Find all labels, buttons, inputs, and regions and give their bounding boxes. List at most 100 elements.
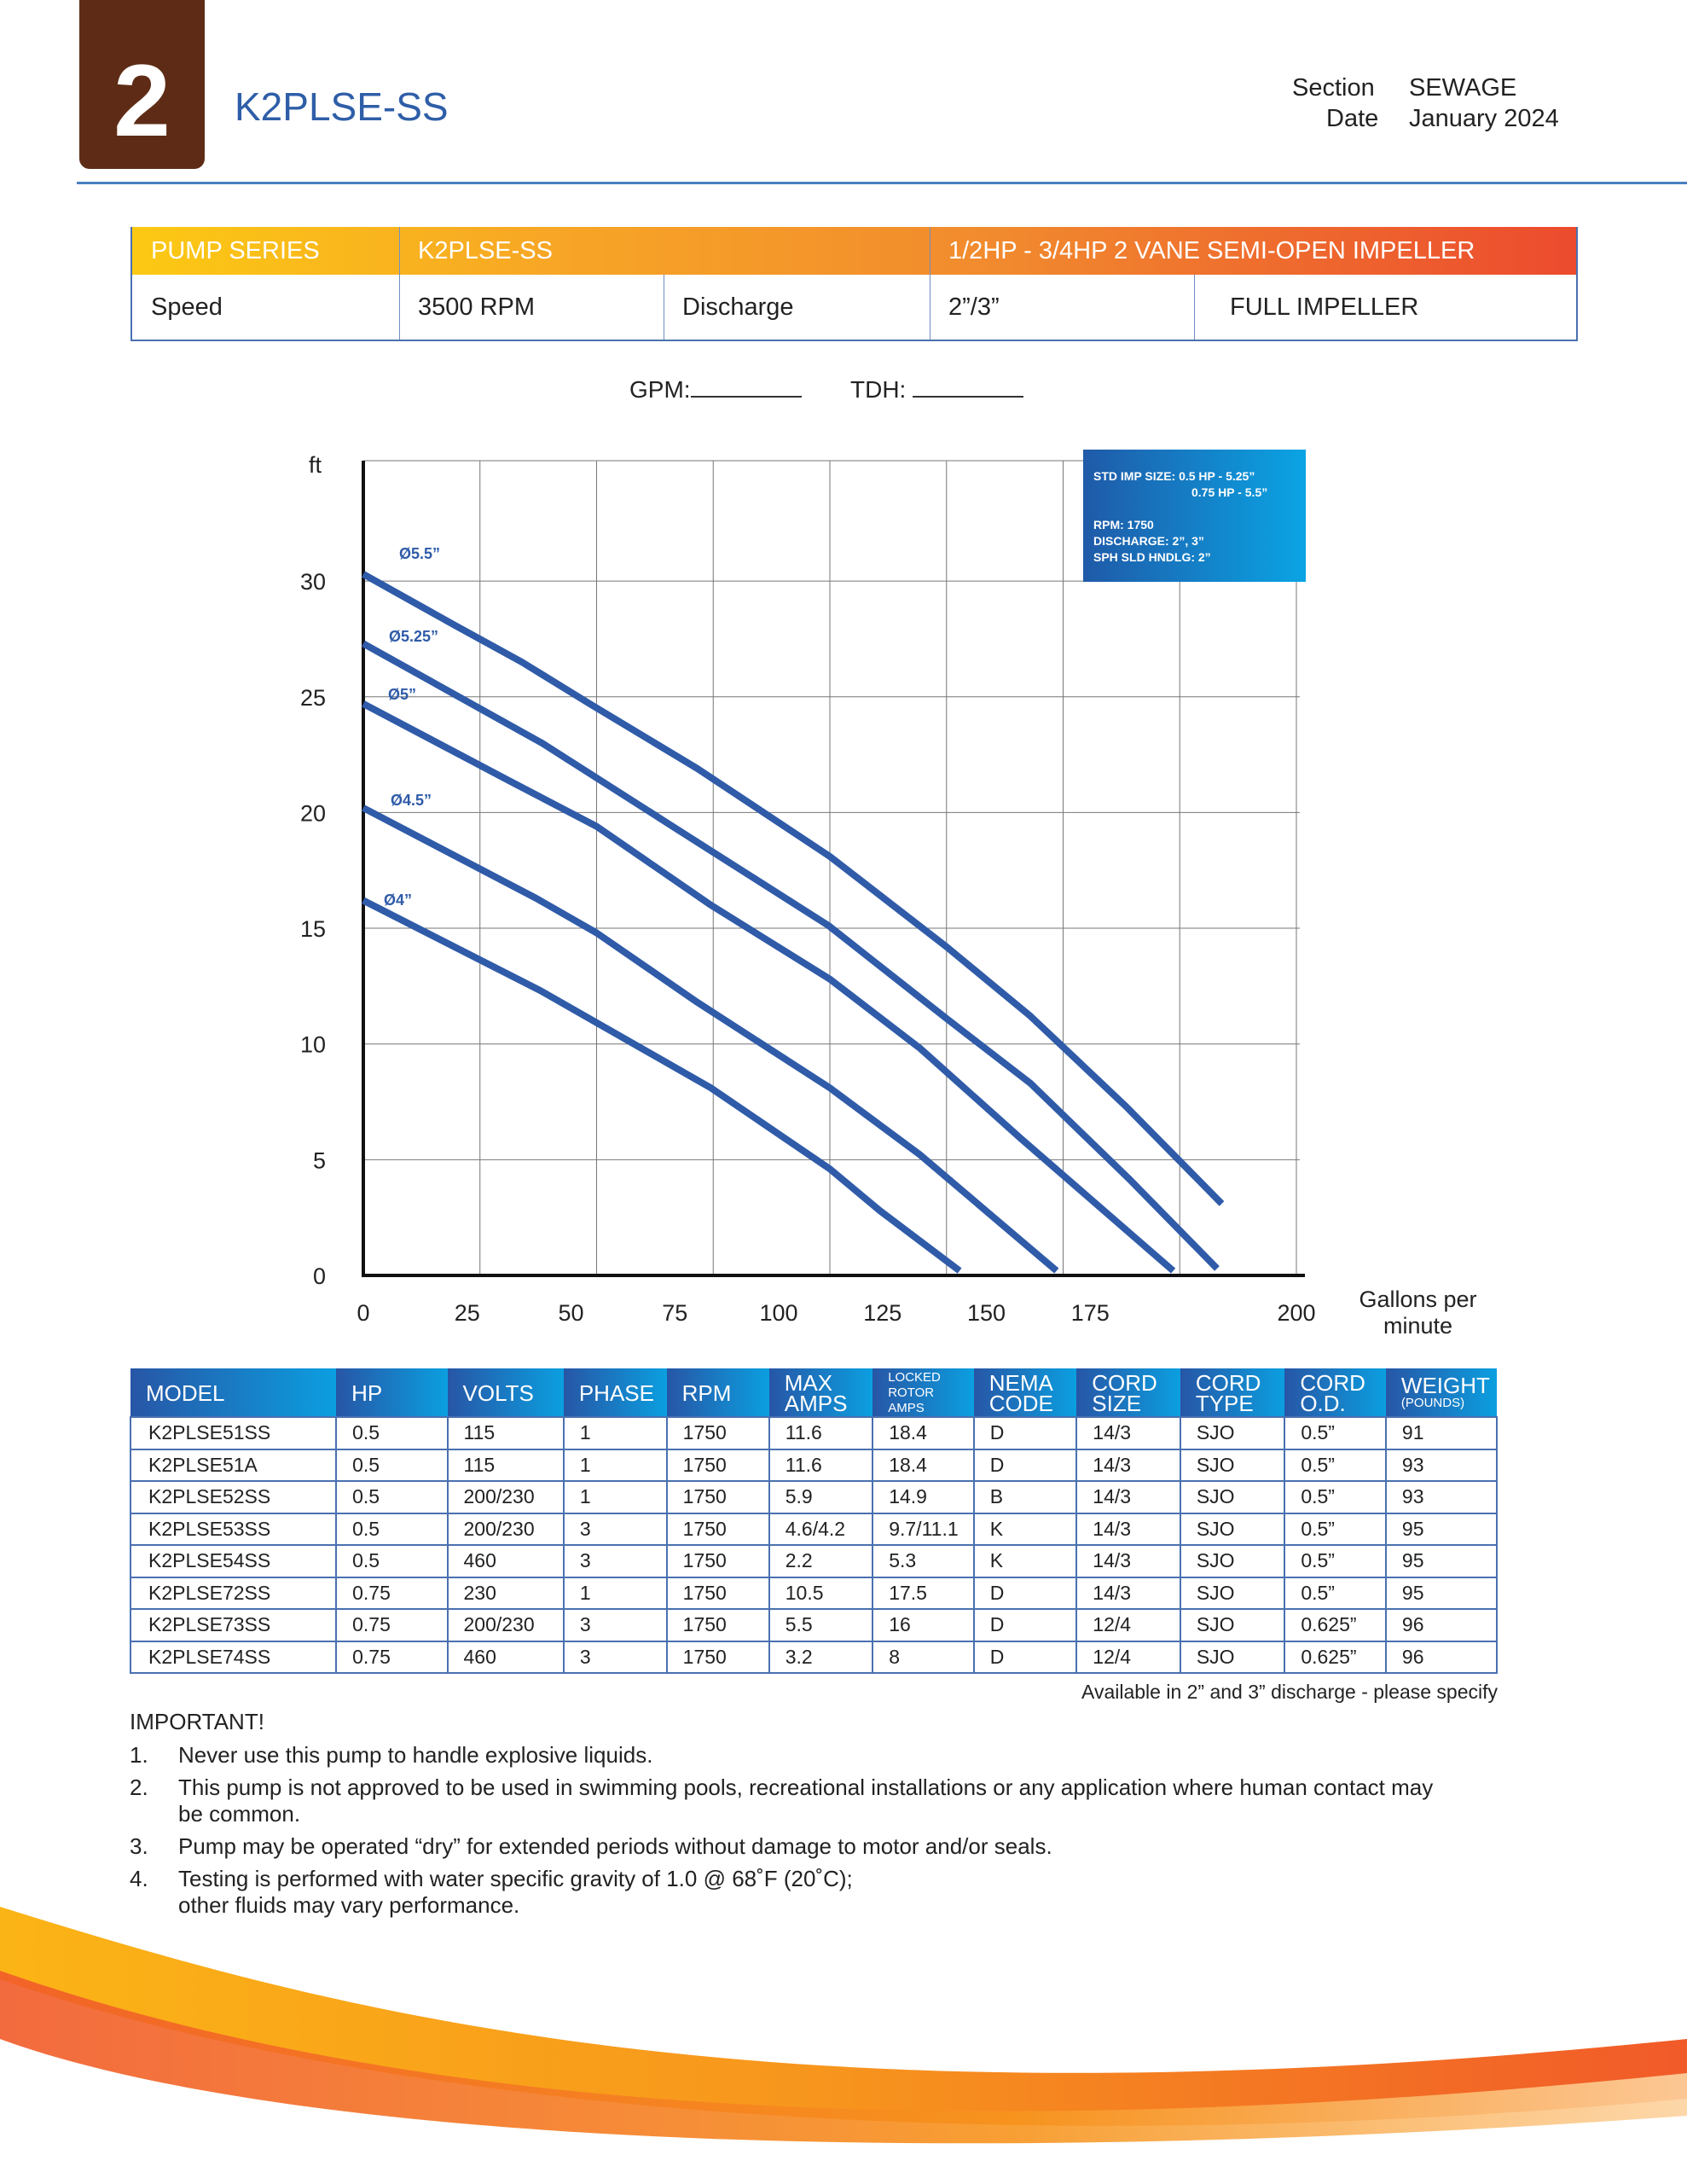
- table-cell: 12/4: [1075, 1608, 1181, 1642]
- gpm-label: GPM:: [629, 376, 691, 403]
- table-cell: 460: [446, 1544, 565, 1578]
- spec-header-band: [132, 227, 1576, 275]
- info-075hp-size: 0.75 HP - 5.5”: [1191, 485, 1268, 499]
- x-tick-label: 0: [357, 1300, 369, 1326]
- y-axis-label: ft: [309, 452, 322, 478]
- table-cell: 0.5: [335, 1416, 449, 1450]
- table-cell: 0.75: [335, 1640, 449, 1674]
- table-row: K2PLSE74SS 0.75 460 3 1750 3.2 8 D 12/4 SJO 0.625”…: [129, 1640, 1499, 1674]
- curve-label: Ø5.5”: [399, 545, 440, 562]
- table-cell: 3: [562, 1544, 668, 1578]
- table-cell: 0.625”: [1284, 1608, 1387, 1642]
- table-cell: 9.7/11.1: [872, 1512, 975, 1546]
- table-cell: 1750: [665, 1512, 770, 1546]
- curve-label: Ø5.25”: [389, 628, 438, 645]
- table-row: K2PLSE72SS 0.75 230 1 1750 10.5 17.5 D 14/3 SJO 0.…: [129, 1576, 1499, 1610]
- table-cell: 12/4: [1075, 1640, 1181, 1674]
- section-number-badge: 2: [79, 0, 205, 169]
- x-tick-label: 50: [558, 1300, 583, 1326]
- table-row: K2PLSE51SS 0.5 115 1 1750 11.6 18.4 D 14/3 SJO 0.5…: [129, 1416, 1499, 1450]
- curve-line: [362, 804, 1059, 1274]
- x-tick-label: 125: [863, 1300, 901, 1326]
- table-cell: 5.9: [768, 1480, 874, 1514]
- date-value: January 2024: [1409, 105, 1559, 132]
- table-cell: 1750: [665, 1544, 770, 1578]
- column-header: MAX AMPS: [768, 1368, 873, 1417]
- table-cell: 3: [562, 1512, 668, 1546]
- tdh-blank: [913, 375, 1024, 398]
- table-cell: 1750: [665, 1576, 770, 1610]
- table-cell: 18.4: [872, 1448, 975, 1482]
- table-cell: 1750: [665, 1608, 770, 1642]
- discharge-value: 2”/3”: [948, 293, 1000, 321]
- y-tick-label: 10: [300, 1032, 326, 1058]
- table-cell: 93: [1384, 1480, 1499, 1514]
- column-header: MODEL: [130, 1368, 337, 1417]
- table-cell: 10.5: [768, 1576, 874, 1610]
- important-item: 3. Pump may be operated “dry” for extende…: [130, 1833, 1052, 1859]
- table-cell: SJO: [1179, 1576, 1286, 1610]
- table-cell: 1750: [665, 1480, 770, 1514]
- section-value: SEWAGE: [1409, 74, 1517, 102]
- curve-label: Ø4”: [384, 892, 412, 909]
- table-cell: 17.5: [872, 1576, 975, 1610]
- table-cell: K2PLSE54SS: [129, 1544, 338, 1578]
- table-cell: K: [972, 1544, 1078, 1578]
- discharge-label: Discharge: [682, 293, 794, 321]
- table-cell: 460: [446, 1640, 565, 1674]
- pump-description: 1/2HP - 3/4HP 2 VANE SEMI-OPEN IMPELLER: [948, 236, 1475, 264]
- table-cell: 0.5”: [1284, 1448, 1387, 1482]
- gpm-blank: [690, 375, 802, 398]
- section-number: 2: [113, 44, 171, 158]
- table-cell: 0.5”: [1284, 1480, 1387, 1514]
- table-cell: 95: [1384, 1576, 1499, 1610]
- table-cell: SJO: [1179, 1480, 1286, 1514]
- table-cell: 0.5: [335, 1480, 449, 1514]
- gpm-field: GPM:: [629, 375, 802, 404]
- table-header-row: MODEL HP VOLTS PHASE RPM MAX AMPS LOCKED ROTOR…: [130, 1368, 1497, 1417]
- column-header: CORD TYPE: [1180, 1368, 1285, 1417]
- spec-table: PUMP SERIES K2PLSE-SS 1/2HP - 3/4HP 2 VA…: [130, 227, 1578, 341]
- table-cell: D: [972, 1576, 1078, 1610]
- table-cell: 95: [1384, 1512, 1499, 1546]
- x-tick-label: 100: [759, 1300, 797, 1326]
- table-cell: D: [972, 1640, 1078, 1674]
- important-item: 4. Testing is performed with water specif…: [130, 1866, 853, 1918]
- table-cell: 1: [562, 1448, 668, 1482]
- table-cell: D: [972, 1448, 1078, 1482]
- table-cell: 0.5: [335, 1512, 449, 1546]
- table-cell: 115: [446, 1448, 565, 1482]
- curve-line: [362, 897, 962, 1274]
- info-discharge: DISCHARGE: 2”, 3”: [1093, 534, 1204, 548]
- column-header: HP: [336, 1368, 448, 1417]
- table-cell: K2PLSE53SS: [129, 1512, 338, 1546]
- table-cell: K2PLSE72SS: [129, 1576, 338, 1610]
- pump-series-label: PUMP SERIES: [151, 236, 320, 264]
- table-cell: 0.625”: [1284, 1640, 1387, 1674]
- table-cell: 93: [1384, 1448, 1499, 1482]
- important-item: 2. This pump is not approved to be used i…: [130, 1774, 1434, 1827]
- info-std-imp-size: STD IMP SIZE: 0.5 HP - 5.25”: [1093, 469, 1255, 483]
- pump-curve-chart: 0 5 10 15 20 25 30 0 25 50 75 100 125 150 175 200 Ø5.5” Ø…: [300, 460, 1316, 1326]
- important-title: IMPORTANT!: [130, 1709, 264, 1734]
- table-cell: K2PLSE51A: [129, 1448, 338, 1482]
- important-list: 1. Never use this pump to handle explosiv…: [130, 1742, 1460, 1925]
- important-item: 1. Never use this pump to handle explosiv…: [130, 1742, 653, 1768]
- column-header: VOLTS: [447, 1368, 564, 1417]
- column-header: NEMA CODE: [973, 1368, 1077, 1417]
- table-cell: 18.4: [872, 1416, 975, 1450]
- y-tick-label: 25: [300, 685, 326, 711]
- pump-series-value: K2PLSE-SS: [418, 236, 553, 264]
- decorative-swoosh: [0, 1907, 1687, 2144]
- x-tick-label: 150: [967, 1300, 1006, 1326]
- table-cell: 0.75: [335, 1608, 449, 1642]
- y-tick-label: 0: [313, 1263, 326, 1289]
- table-cell: 230: [446, 1576, 565, 1610]
- table-cell: 14.9: [872, 1480, 975, 1514]
- table-cell: 1: [562, 1416, 668, 1450]
- table-cell: K: [972, 1512, 1078, 1546]
- y-tick-label: 5: [313, 1147, 326, 1173]
- x-tick-label: 75: [662, 1300, 687, 1326]
- column-header: LOCKED ROTOR AMPS: [872, 1368, 974, 1417]
- section-label: Section: [1292, 74, 1375, 102]
